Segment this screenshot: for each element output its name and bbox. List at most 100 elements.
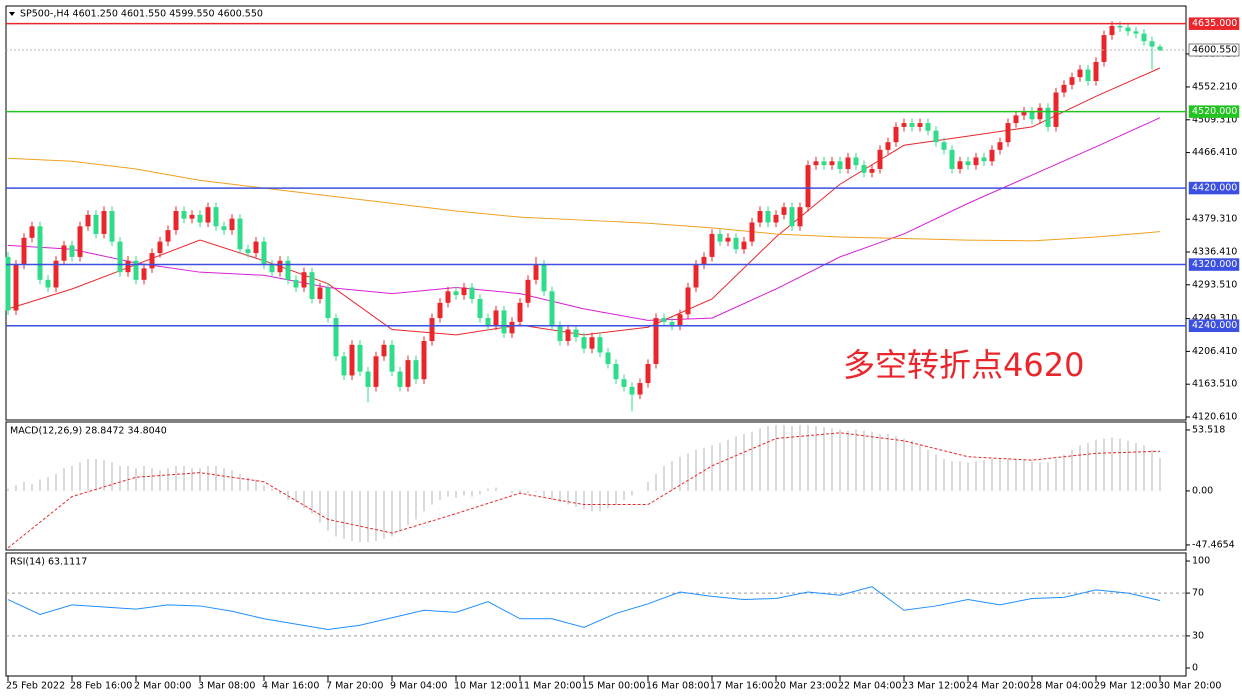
candle-body — [773, 214, 779, 223]
candle-body — [853, 157, 859, 166]
x-tick-label: 10 Mar 12:00 — [454, 681, 517, 692]
x-tick-label: 9 Mar 04:00 — [390, 681, 447, 692]
candle-body — [109, 211, 115, 242]
candle-body — [453, 291, 459, 296]
candle-body — [1005, 123, 1011, 143]
candle-body — [525, 279, 531, 303]
level-label: 4635.000 — [1192, 18, 1237, 29]
candle-body — [1029, 111, 1035, 120]
candle-body — [997, 142, 1003, 150]
candle-body — [1085, 69, 1091, 82]
candle-body — [325, 287, 331, 319]
candle-body — [1069, 77, 1075, 85]
price-panel — [5, 5, 1187, 421]
candle-body — [941, 142, 947, 150]
y-tick-label: 4293.510 — [1192, 279, 1237, 290]
candle-body — [293, 279, 299, 288]
candle-body — [445, 291, 451, 303]
candle-body — [477, 298, 483, 319]
menu-arrow[interactable] — [9, 12, 15, 16]
signal-line — [7, 432, 1161, 549]
candle-body — [725, 237, 731, 242]
candle-body — [301, 272, 307, 288]
annotation: 多空转折点4620 — [843, 346, 1084, 384]
x-tick-label: 23 Mar 12:00 — [902, 681, 965, 692]
candle-body — [701, 256, 707, 265]
candle-body — [661, 318, 667, 322]
x-tick-label: 16 Mar 08:00 — [646, 681, 709, 692]
candle-body — [269, 264, 275, 273]
candle-body — [253, 241, 259, 254]
candle-body — [805, 165, 811, 208]
candle-body — [45, 279, 51, 288]
indicator-label: MACD(12,26,9) 28.8472 34.8040 — [10, 426, 167, 437]
level-label: 4520.000 — [1192, 106, 1237, 117]
candle-body — [789, 207, 795, 227]
candle-body — [485, 318, 491, 326]
candle-body — [461, 287, 467, 296]
candle-body — [501, 310, 507, 334]
candle-body — [533, 264, 539, 280]
candle-body — [1141, 33, 1147, 42]
candle-body — [61, 245, 67, 261]
candle-body — [757, 211, 763, 223]
y-tick-label: 4249.310 — [1192, 313, 1237, 324]
candle-body — [605, 352, 611, 364]
level-label-box — [1188, 258, 1240, 271]
candle-body — [901, 123, 907, 127]
candle-body — [685, 287, 691, 315]
candle-body — [949, 149, 955, 169]
candle-body — [629, 386, 635, 395]
candle-body — [909, 123, 915, 127]
candle-body — [365, 371, 371, 387]
candle-body — [1077, 69, 1083, 78]
candle-body — [85, 214, 91, 227]
candle-body — [261, 241, 267, 265]
candle-body — [973, 157, 979, 166]
candle-body — [285, 260, 291, 280]
candle-body — [541, 264, 547, 292]
candle-body — [149, 253, 155, 269]
candle-body — [173, 211, 179, 231]
candle-body — [373, 356, 379, 387]
candle-body — [1061, 84, 1067, 93]
candle-body — [1101, 35, 1107, 62]
x-tick-label: 17 Mar 16:00 — [710, 681, 773, 692]
candle-body — [1045, 107, 1051, 127]
candle-body — [749, 222, 755, 242]
candle-body — [581, 337, 587, 349]
candle-body — [157, 241, 163, 254]
candle-body — [1021, 111, 1027, 116]
candle-body — [1133, 31, 1139, 34]
candle-body — [125, 260, 131, 273]
candle-body — [333, 318, 339, 357]
x-tick-label: 29 Mar 12:00 — [1094, 681, 1157, 692]
candle-body — [421, 341, 427, 380]
candle-body — [93, 214, 99, 234]
candle-body — [13, 264, 19, 311]
candle-body — [237, 218, 243, 250]
level-label: 4420.000 — [1192, 183, 1237, 194]
candle-body — [381, 344, 387, 357]
candle-body — [869, 168, 875, 173]
y-tick-label: 70 — [1192, 588, 1204, 599]
candle-body — [141, 268, 147, 280]
level-label-box — [1188, 43, 1240, 57]
x-tick-label: 2 Mar 00:00 — [134, 681, 191, 692]
candle-body — [1093, 61, 1099, 82]
header-info: SP500-,H4 4601.250 4601.550 4599.550 460… — [20, 9, 263, 20]
y-tick-label: 4379.310 — [1192, 214, 1237, 225]
y-tick-label: 30 — [1192, 630, 1204, 641]
candle-body — [349, 344, 355, 376]
candle-body — [797, 207, 803, 227]
x-tick-label: 24 Mar 20:00 — [966, 681, 1029, 692]
candle-body — [245, 249, 251, 254]
y-tick-label: 4206.410 — [1192, 346, 1237, 357]
candle-body — [709, 233, 715, 257]
candle-body — [1117, 25, 1123, 28]
candle-body — [389, 344, 395, 372]
y-tick-label: 4120.610 — [1192, 412, 1237, 423]
candle-body — [357, 344, 363, 372]
candle-body — [733, 237, 739, 250]
